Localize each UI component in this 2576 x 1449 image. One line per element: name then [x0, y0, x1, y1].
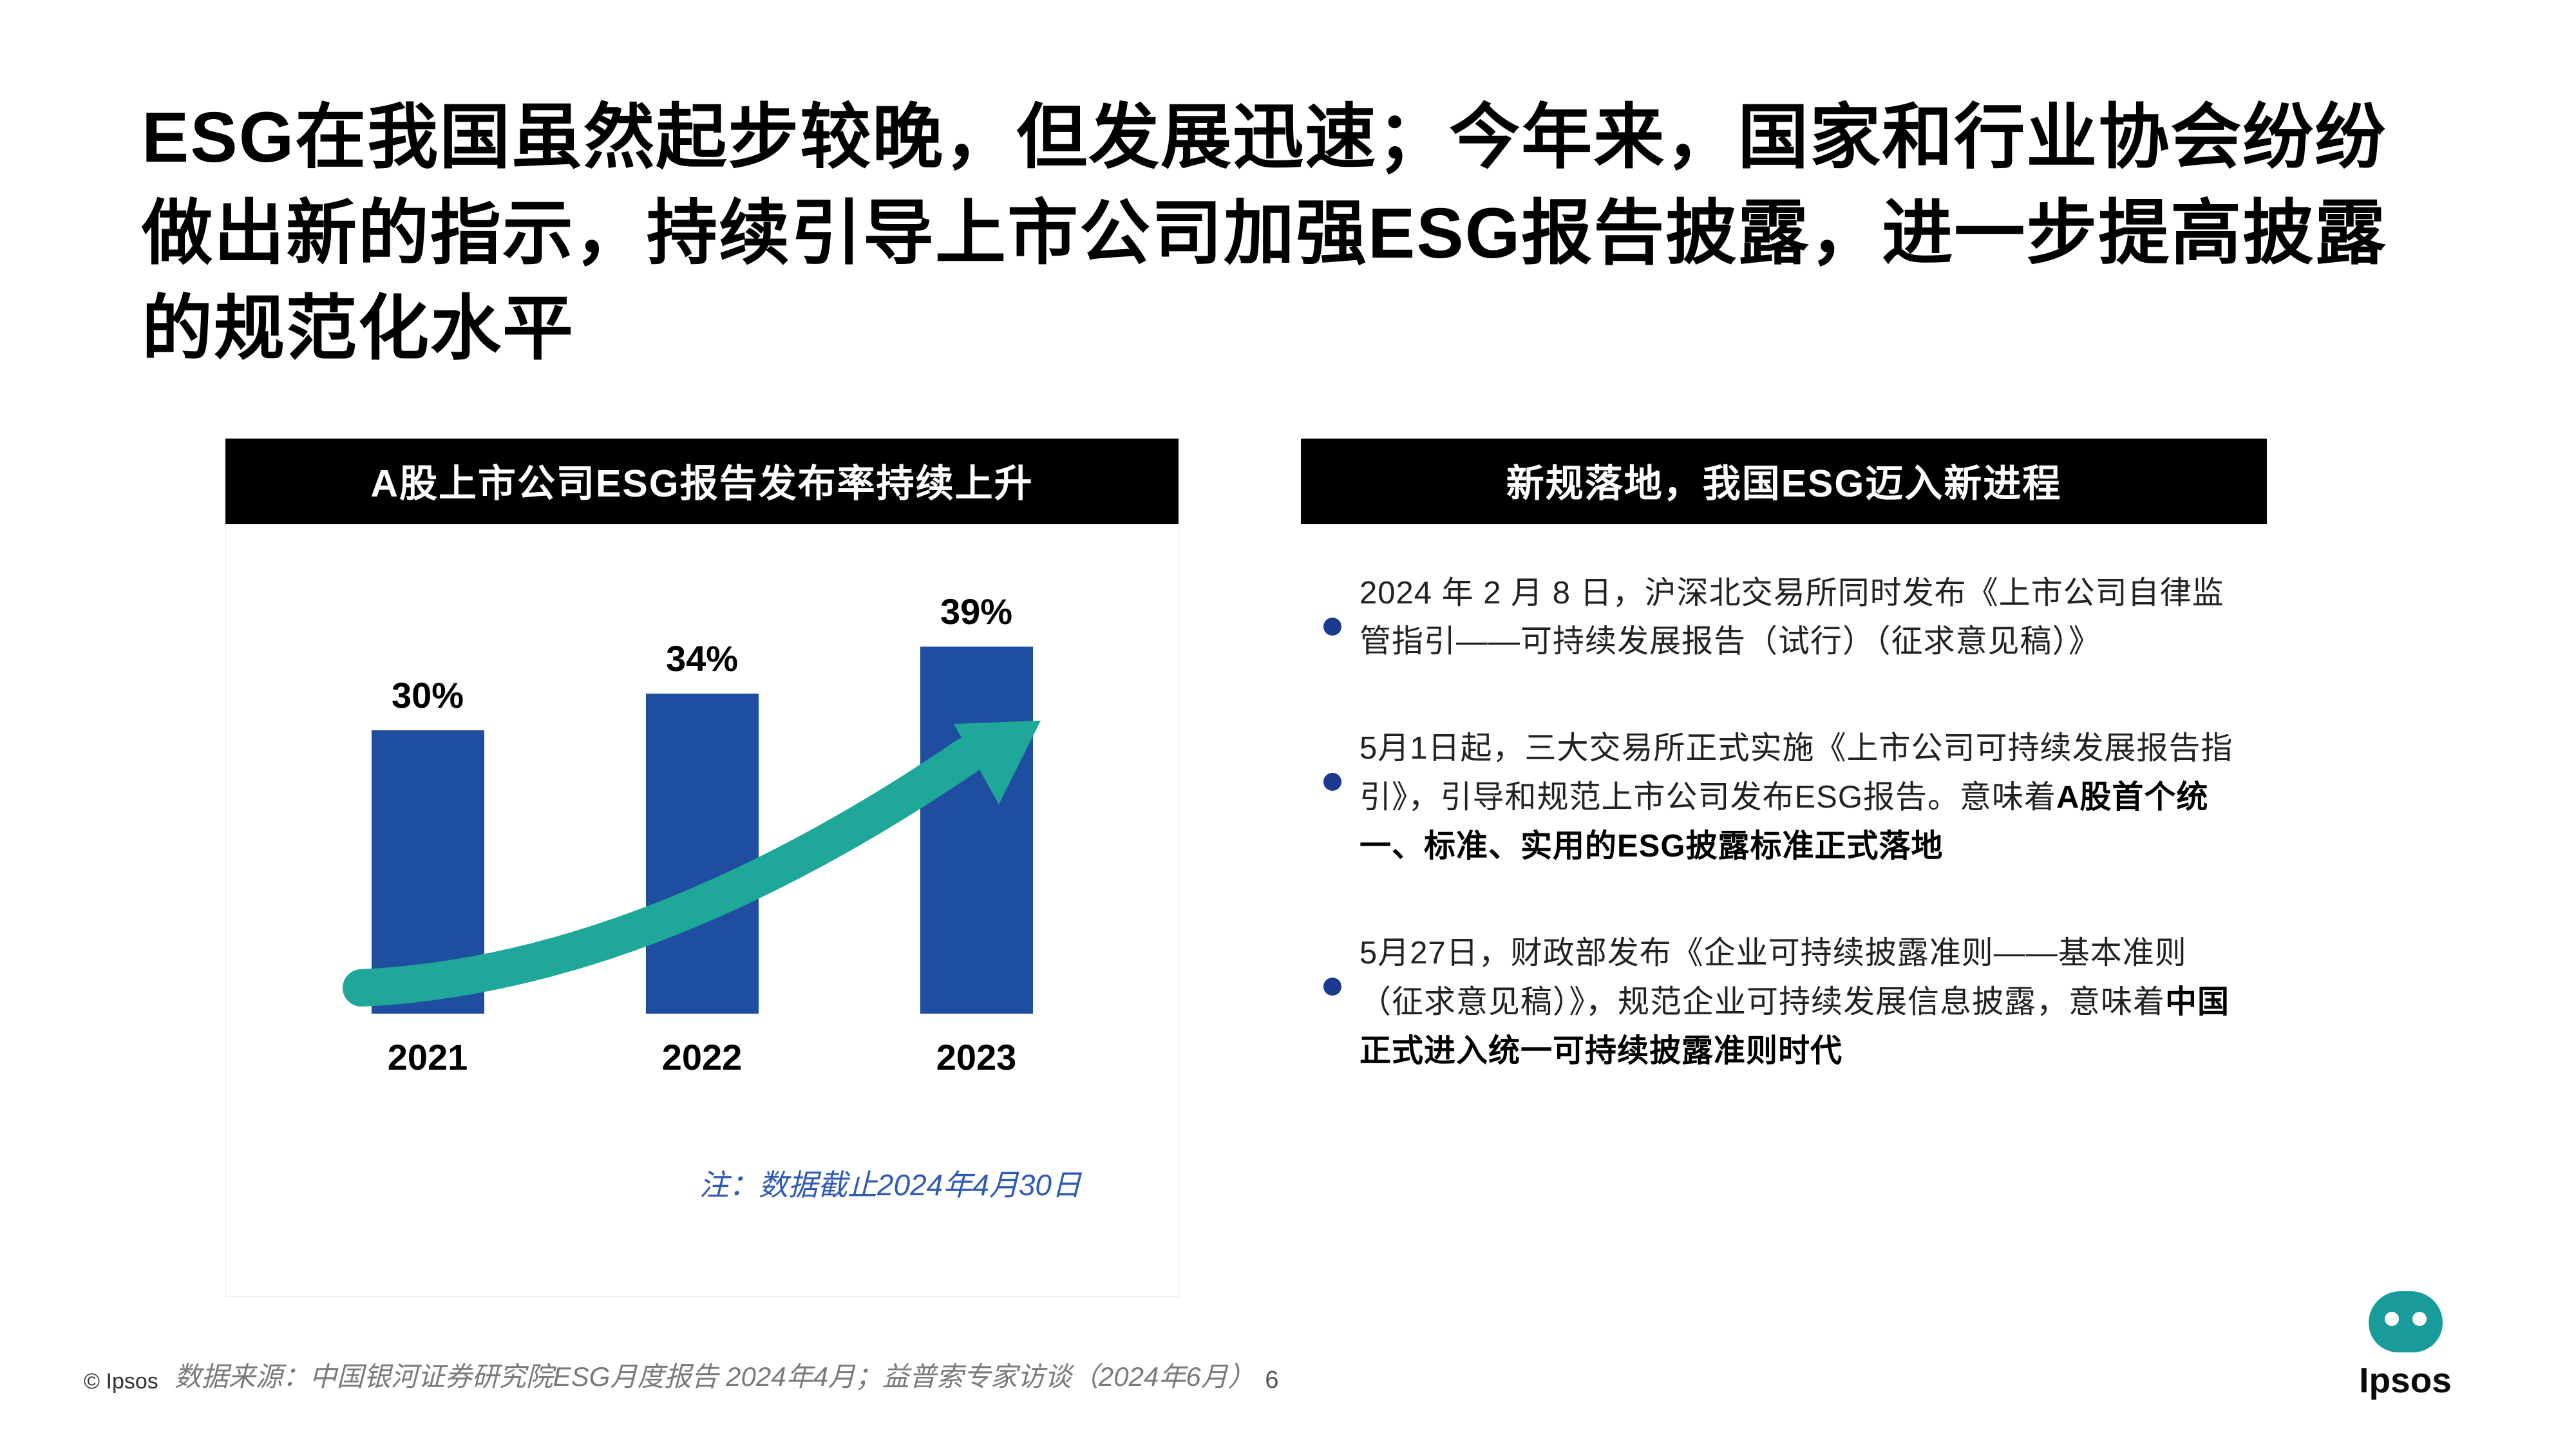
list-item-text: 5月1日起，三大交易所正式实施《上市公司可持续发展报告指引》，引导和规范上市公司… — [1359, 724, 2244, 871]
logo-head-icon — [2369, 1291, 2443, 1352]
bullet-icon — [1323, 773, 1341, 791]
bullet-icon — [1323, 618, 1341, 636]
bar — [372, 730, 484, 1014]
right-panel-header: 新规落地，我国ESG迈入新进程 — [1301, 439, 2267, 524]
list-item: 2024 年 2 月 8 日，沪深北交易所同时发布《上市公司自律监管指引——可持… — [1323, 569, 2244, 667]
list-item: 5月1日起，三大交易所正式实施《上市公司可持续发展报告指引》，引导和规范上市公司… — [1323, 724, 2244, 871]
bar-group: 39% — [893, 591, 1060, 1014]
x-axis-label: 2023 — [893, 1036, 1060, 1078]
logo-eye-icon — [2412, 1312, 2427, 1326]
bullet-icon — [1323, 978, 1341, 996]
bar-value-label: 30% — [392, 674, 464, 716]
left-panel: A股上市公司ESG报告发布率持续上升 30% 34% 39% — [225, 439, 1179, 1297]
bar — [920, 647, 1033, 1014]
chart-footnote: 注：数据截止2024年4月30日 — [245, 1162, 1159, 1204]
x-axis-label: 2022 — [618, 1036, 786, 1078]
copyright-text: © Ipsos — [84, 1369, 158, 1394]
content-columns: A股上市公司ESG报告发布率持续上升 30% 34% 39% — [142, 439, 2434, 1297]
page-title: ESG在我国虽然起步较晚，但发展迅速；今年来，国家和行业协会纷纷做出新的指示，持… — [142, 90, 2434, 377]
bar-chart: 30% 34% 39% — [245, 563, 1159, 1110]
bar — [646, 694, 759, 1014]
right-panel: 新规落地，我国ESG迈入新进程 2024 年 2 月 8 日，沪深北交易所同时发… — [1301, 439, 2267, 1297]
x-axis-label: 2021 — [344, 1036, 511, 1078]
footer: © Ipsos 数据来源：中国银河证券研究院ESG月度报告 2024年4月；益普… — [84, 1355, 2460, 1394]
bar-value-label: 39% — [940, 591, 1012, 632]
page-number: 6 — [1265, 1367, 1278, 1394]
list-item-text: 5月27日，财政部发布《企业可持续披露准则——基本准则（征求意见稿）》，规范企业… — [1359, 929, 2244, 1076]
left-panel-body: 30% 34% 39% — [225, 524, 1179, 1297]
bar-value-label: 34% — [666, 638, 738, 679]
bar-group: 30% — [344, 674, 511, 1014]
bar-group: 34% — [618, 638, 786, 1014]
right-panel-body: 2024 年 2 月 8 日，沪深北交易所同时发布《上市公司自律监管指引——可持… — [1301, 524, 2267, 1297]
source-text: 数据来源：中国银河证券研究院ESG月度报告 2024年4月；益普索专家访谈（20… — [175, 1355, 1255, 1394]
ipsos-logo: Ipsos — [2351, 1291, 2460, 1401]
list-item-text: 2024 年 2 月 8 日，沪深北交易所同时发布《上市公司自律监管指引——可持… — [1359, 569, 2244, 667]
logo-text: Ipsos — [2351, 1359, 2460, 1401]
list-item: 5月27日，财政部发布《企业可持续披露准则——基本准则（征求意见稿）》，规范企业… — [1323, 929, 2244, 1076]
left-panel-header: A股上市公司ESG报告发布率持续上升 — [225, 439, 1179, 524]
logo-eye-icon — [2385, 1312, 2399, 1326]
